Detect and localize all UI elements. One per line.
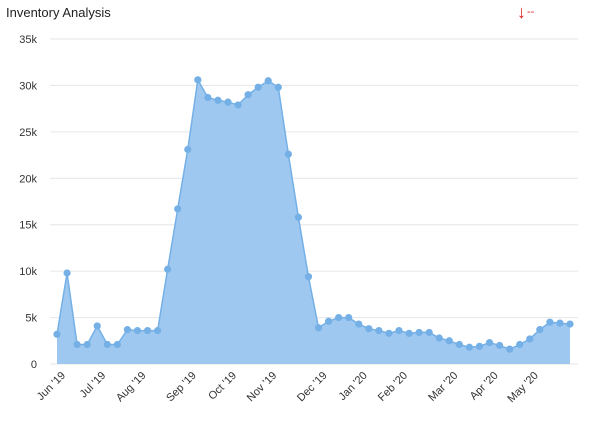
x-tick-label: Jul '19 [78, 370, 109, 401]
data-point[interactable] [314, 324, 323, 332]
data-point[interactable] [566, 320, 574, 328]
data-point[interactable] [335, 313, 343, 322]
data-point[interactable] [345, 313, 353, 322]
y-tick-label: 15k [19, 220, 37, 232]
data-point[interactable] [224, 98, 232, 106]
data-point[interactable] [133, 326, 142, 335]
data-point[interactable] [495, 341, 504, 350]
data-point[interactable] [214, 96, 222, 104]
data-point[interactable] [204, 93, 212, 102]
data-point[interactable] [83, 340, 91, 349]
data-point[interactable] [375, 326, 383, 335]
y-tick-label: 0 [31, 359, 37, 371]
data-point[interactable] [405, 329, 413, 337]
x-axis-tick-labels: Jun '19 Jul '19 Aug '19 Sep '19 Oct '19 Nov '… [35, 370, 541, 405]
y-tick-label: 25k [19, 127, 37, 139]
data-point[interactable] [355, 320, 363, 328]
data-point[interactable] [395, 326, 403, 335]
x-tick-label: Aug '19 [114, 370, 149, 405]
x-tick-label: Feb '20 [376, 370, 410, 404]
y-tick-label: 30k [19, 80, 37, 92]
series-line [56, 77, 571, 350]
x-tick-label: Jun '19 [35, 370, 68, 403]
area-fill [57, 79, 570, 365]
chart-title: Inventory Analysis [6, 5, 111, 20]
data-point[interactable] [153, 326, 162, 335]
y-tick-label: 20k [19, 173, 37, 185]
data-point[interactable] [164, 265, 172, 273]
y-tick-label: 10k [19, 266, 37, 278]
data-point[interactable] [244, 91, 252, 99]
data-point[interactable] [284, 150, 292, 158]
x-tick-label: Dec '19 [295, 370, 330, 405]
x-tick-label: Mar '20 [426, 370, 460, 404]
y-axis-tick-labels: 0 5k 10k 15k 20k 25k 30k 35k [19, 34, 37, 371]
trend-indicator: ↓-- [517, 2, 534, 24]
data-point[interactable] [445, 337, 453, 345]
data-point[interactable] [435, 334, 443, 342]
x-tick-label: Oct '19 [206, 370, 239, 403]
data-point[interactable] [123, 326, 132, 334]
trend-down-arrow-icon: ↓ [517, 2, 526, 22]
data-point[interactable] [506, 345, 514, 353]
data-point[interactable] [93, 322, 101, 330]
data-point[interactable] [425, 328, 433, 337]
data-point[interactable] [113, 340, 121, 349]
trend-value: -- [527, 6, 535, 18]
chart-header: Inventory Analysis ↓-- [0, 0, 593, 26]
data-point[interactable] [53, 330, 61, 338]
x-tick-label: Jan '20 [337, 370, 370, 403]
data-point[interactable] [254, 83, 262, 91]
data-point[interactable] [184, 145, 192, 154]
data-point[interactable] [546, 318, 554, 326]
data-point[interactable] [63, 269, 71, 277]
data-point[interactable] [294, 213, 303, 221]
x-tick-label: Apr '20 [468, 370, 501, 403]
data-point[interactable] [475, 342, 484, 350]
data-points [53, 76, 574, 353]
data-point[interactable] [194, 76, 202, 84]
x-tick-label: Sep '19 [164, 370, 199, 405]
data-point[interactable] [274, 83, 282, 91]
data-point[interactable] [324, 317, 333, 325]
data-point[interactable] [415, 328, 423, 337]
x-tick-label: Nov '19 [245, 370, 280, 405]
y-tick-label: 5k [25, 313, 37, 325]
data-point[interactable] [465, 343, 474, 351]
data-point[interactable] [556, 319, 564, 327]
data-point[interactable] [536, 326, 544, 334]
data-point[interactable] [516, 340, 524, 349]
data-point[interactable] [234, 101, 242, 109]
data-point[interactable] [455, 340, 463, 349]
data-point[interactable] [385, 329, 393, 337]
x-tick-label: May '20 [505, 370, 540, 405]
y-tick-label: 35k [19, 34, 37, 46]
data-point[interactable] [485, 339, 494, 347]
data-point[interactable] [143, 326, 152, 335]
data-point[interactable] [526, 335, 534, 343]
data-point[interactable] [174, 205, 182, 213]
data-point[interactable] [264, 77, 272, 85]
data-point[interactable] [304, 273, 313, 281]
data-point[interactable] [73, 340, 81, 349]
data-point[interactable] [365, 325, 373, 333]
data-point[interactable] [103, 340, 111, 349]
